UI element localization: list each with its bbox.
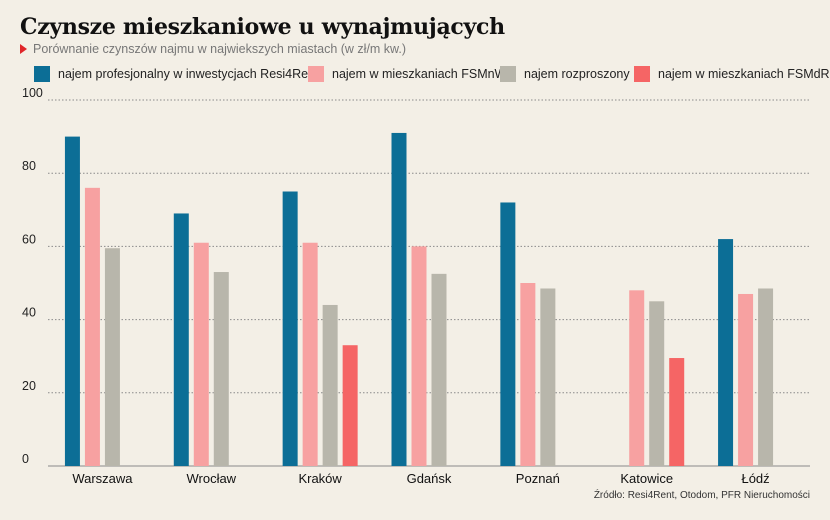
x-tick-label: Łódź xyxy=(741,471,769,486)
source-note: Źródło: Resi4Rent, Otodom, PFR Nieruchom… xyxy=(593,490,810,501)
y-tick-label: 0 xyxy=(22,452,29,466)
legend-item-rozproszony: najem rozproszony xyxy=(500,66,630,82)
legend-label-fsmnw: najem w mieszkaniach FSMnW xyxy=(332,67,507,81)
chart-subtitle-row: Porównanie czynszów najmu w najwiekszych… xyxy=(20,42,406,56)
legend-label-resi4rent: najem profesjonalny w inwestycjach Resi4… xyxy=(58,67,319,81)
bar-wrocław-series-3 xyxy=(213,272,229,466)
bar-kraków-series-3 xyxy=(322,304,338,466)
bar-warszawa-series-3 xyxy=(104,248,120,466)
bar-wrocław-series-2 xyxy=(193,242,209,466)
y-tick-label: 20 xyxy=(22,379,36,393)
bar-warszawa-series-1 xyxy=(64,136,80,466)
x-tick-label: Katowice xyxy=(620,471,673,486)
bar-łódź-series-2 xyxy=(738,293,754,466)
legend-item-fsmnw: najem w mieszkaniach FSMnW xyxy=(308,66,506,82)
x-tick-label: Gdańsk xyxy=(407,471,452,486)
bar-kraków-series-1 xyxy=(282,191,298,466)
bar-łódź-series-1 xyxy=(718,239,734,466)
y-tick-label: 100 xyxy=(22,86,43,100)
bar-katowice-series-2 xyxy=(629,290,645,466)
bar-warszawa-series-2 xyxy=(84,187,100,466)
legend-swatch-fsmnw xyxy=(308,66,324,82)
legend-item-resi4rent: najem profesjonalny w inwestycjach Resi4… xyxy=(34,66,319,82)
bar-gdańsk-series-3 xyxy=(431,273,447,466)
chart-subtitle: Porównanie czynszów najmu w najwiekszych… xyxy=(33,42,407,56)
y-tick-label: 60 xyxy=(22,232,36,246)
bar-kraków-series-2 xyxy=(302,242,318,466)
legend-swatch-fsmdr xyxy=(634,66,650,82)
bar-katowice-series-3 xyxy=(649,301,665,466)
bar-łódź-series-3 xyxy=(758,288,774,466)
bar-katowice-series-4 xyxy=(669,358,685,466)
legend-item-fsmdr: najem w mieszkaniach FSMdR xyxy=(634,66,830,82)
legend-label-rozproszony: najem rozproszony xyxy=(524,67,630,81)
legend: najem profesjonalny w inwestycjach Resi4… xyxy=(20,66,830,90)
chart-title: Czynsze mieszkaniowe u wynajmujących xyxy=(20,14,505,40)
legend-label-fsmdr: najem w mieszkaniach FSMdR xyxy=(658,67,830,81)
bar-gdańsk-series-1 xyxy=(391,132,407,466)
bar-gdańsk-series-2 xyxy=(411,246,427,466)
legend-swatch-rozproszony xyxy=(500,66,516,82)
triangle-icon xyxy=(20,44,27,54)
y-tick-label: 80 xyxy=(22,159,36,173)
x-tick-label: Kraków xyxy=(298,471,342,486)
bar-poznań-series-2 xyxy=(520,283,536,466)
bar-wrocław-series-1 xyxy=(173,213,189,466)
x-tick-label: Warszawa xyxy=(72,471,133,486)
legend-swatch-resi4rent xyxy=(34,66,50,82)
bar-poznań-series-1 xyxy=(500,202,516,467)
bar-poznań-series-3 xyxy=(540,288,556,466)
x-tick-label: Poznań xyxy=(516,471,560,486)
bar-kraków-series-4 xyxy=(342,345,358,466)
y-tick-label: 40 xyxy=(22,306,36,320)
x-tick-label: Wrocław xyxy=(186,471,236,486)
